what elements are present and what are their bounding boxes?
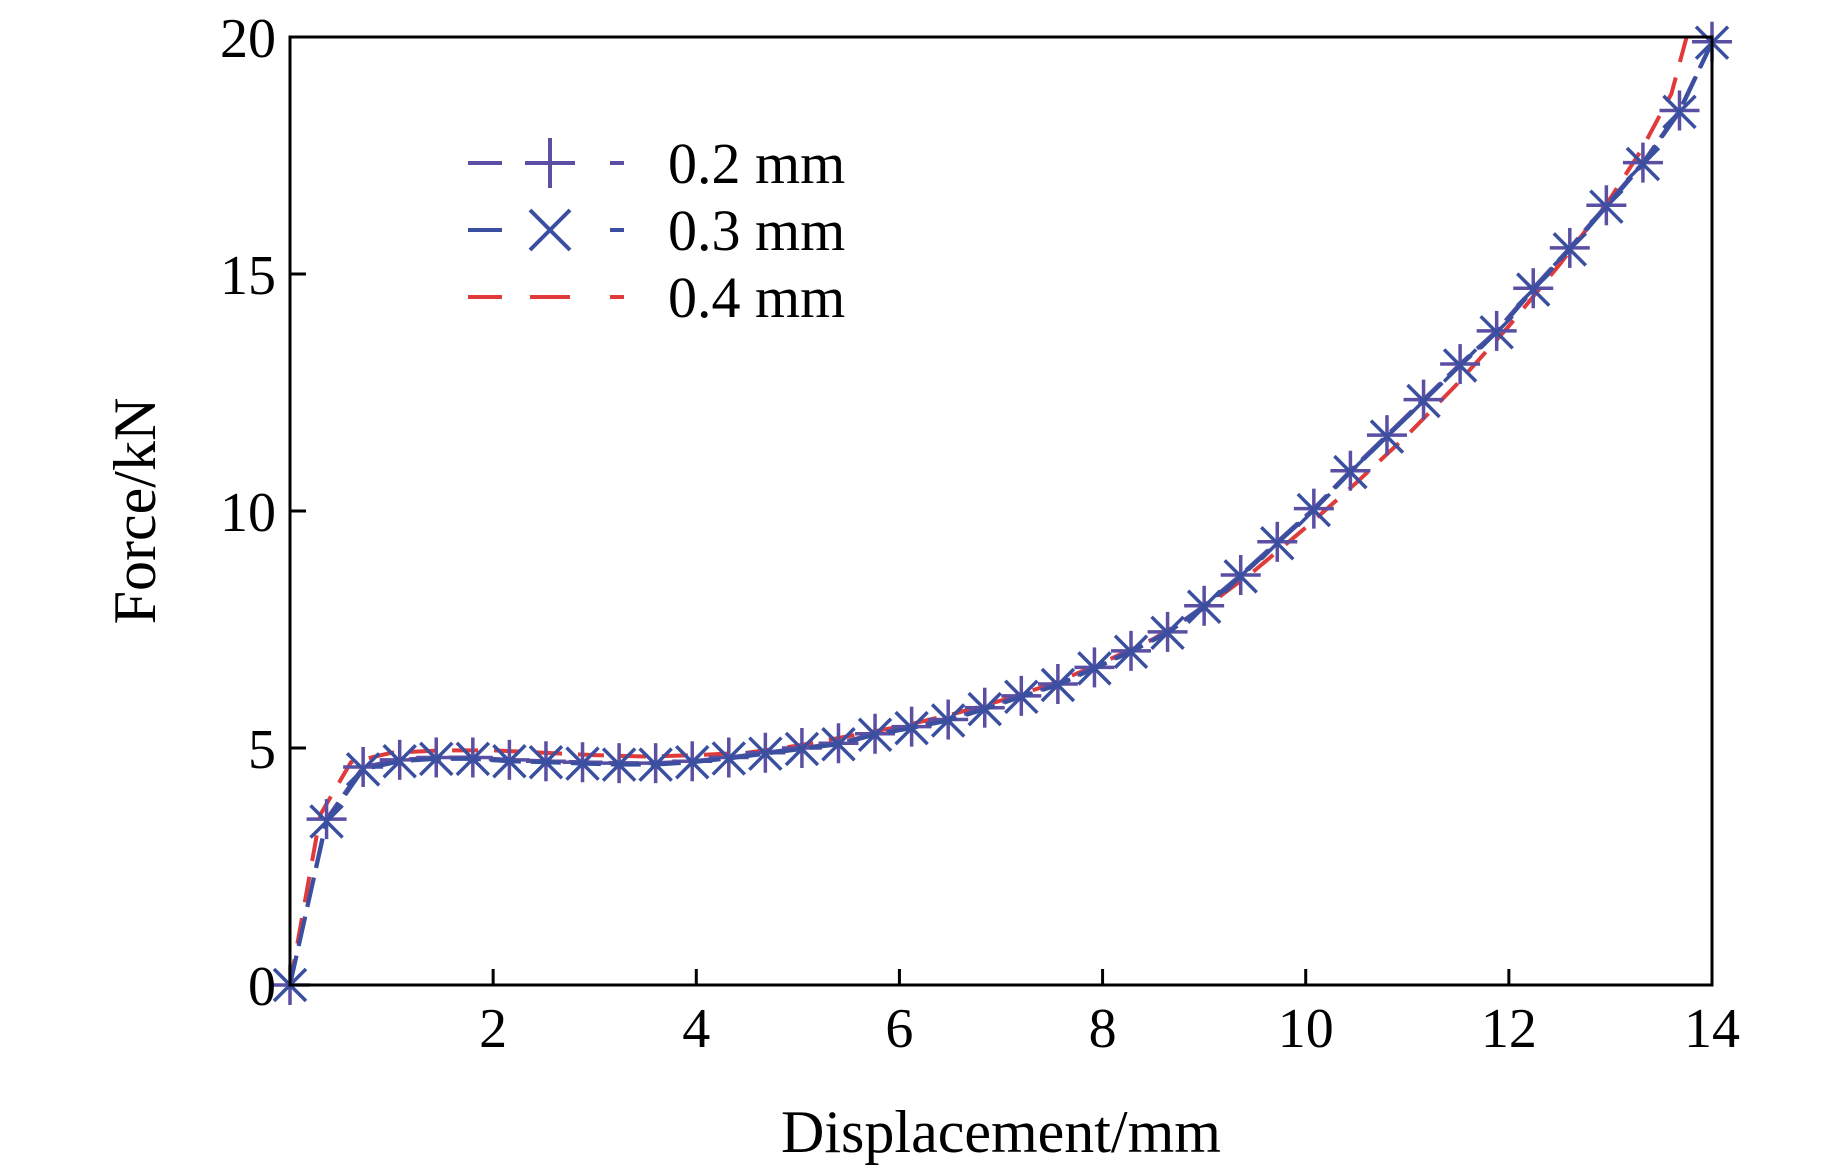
data-point xyxy=(1260,525,1295,561)
series-0-4-mm xyxy=(288,36,1689,986)
data-point xyxy=(565,746,600,781)
legend-item: 0.3 mm xyxy=(468,198,845,263)
data-point xyxy=(1186,589,1222,624)
plot-frame xyxy=(288,35,1714,987)
legend-item: 0.4 mm xyxy=(468,265,845,330)
legend-label: 0.3 mm xyxy=(668,198,845,263)
x-tick-label: 4 xyxy=(682,998,710,1060)
y-tick-label: 15 xyxy=(220,245,276,307)
data-point xyxy=(638,747,673,782)
series-0-2-mm xyxy=(270,21,1732,1005)
data-point xyxy=(967,691,1002,727)
y-tick-label: 10 xyxy=(220,482,276,544)
series-line xyxy=(288,40,1714,986)
series-layer xyxy=(270,21,1732,1005)
data-point xyxy=(309,804,344,839)
data-point xyxy=(1442,348,1478,383)
legend-marker xyxy=(528,208,572,252)
data-point xyxy=(821,726,856,762)
y-tick-label: 20 xyxy=(220,8,276,70)
y-axis-title: Force/kN xyxy=(102,398,168,625)
x-tick-label: 14 xyxy=(1684,998,1740,1060)
data-point xyxy=(1113,634,1149,670)
data-point xyxy=(674,744,710,780)
data-point xyxy=(1004,679,1039,715)
ticks-layer: 2 4 6 8 10 12 14 0 5 10 15 20 xyxy=(220,8,1740,1060)
data-point xyxy=(1223,559,1258,594)
data-point xyxy=(930,703,966,738)
data-point xyxy=(1077,651,1112,686)
x-tick-label: 12 xyxy=(1481,998,1537,1060)
legend-label: 0.2 mm xyxy=(668,131,845,196)
data-point xyxy=(1552,232,1588,267)
data-point xyxy=(1150,615,1185,651)
series-0-3-mm xyxy=(272,25,1730,1003)
data-point xyxy=(894,710,929,746)
data-point xyxy=(1369,419,1405,454)
data-point xyxy=(492,744,527,779)
data-point xyxy=(1333,454,1368,490)
data-point xyxy=(1040,667,1076,703)
x-axis-title: Displacement/mm xyxy=(781,1099,1221,1165)
x-tick-label: 10 xyxy=(1278,998,1334,1060)
y-tick-label: 5 xyxy=(248,719,276,781)
data-point xyxy=(748,736,783,771)
data-point xyxy=(1662,94,1697,130)
series-line xyxy=(288,41,1714,986)
legend-label: 0.4 mm xyxy=(668,265,845,330)
data-point xyxy=(382,744,417,779)
data-point xyxy=(1515,272,1551,307)
data-point xyxy=(784,731,820,767)
x-tick-label: 6 xyxy=(885,998,913,1060)
data-point xyxy=(419,741,454,777)
data-point xyxy=(528,744,564,780)
data-point xyxy=(857,717,893,752)
x-tick-label: 2 xyxy=(479,998,507,1060)
data-point xyxy=(1296,492,1332,528)
data-point xyxy=(345,752,381,787)
data-point xyxy=(455,741,491,777)
data-point xyxy=(1625,146,1661,182)
legend: 0.2 mm0.3 mm0.4 mm xyxy=(468,131,845,330)
data-point xyxy=(711,741,747,776)
series-line xyxy=(288,36,1689,986)
data-point xyxy=(1479,315,1514,350)
legend-item: 0.2 mm xyxy=(468,131,845,196)
data-point xyxy=(601,747,637,782)
data-point xyxy=(1589,189,1624,224)
y-tick-label: 0 xyxy=(248,956,276,1018)
data-point xyxy=(1406,383,1441,419)
x-tick-label: 8 xyxy=(1089,998,1117,1060)
